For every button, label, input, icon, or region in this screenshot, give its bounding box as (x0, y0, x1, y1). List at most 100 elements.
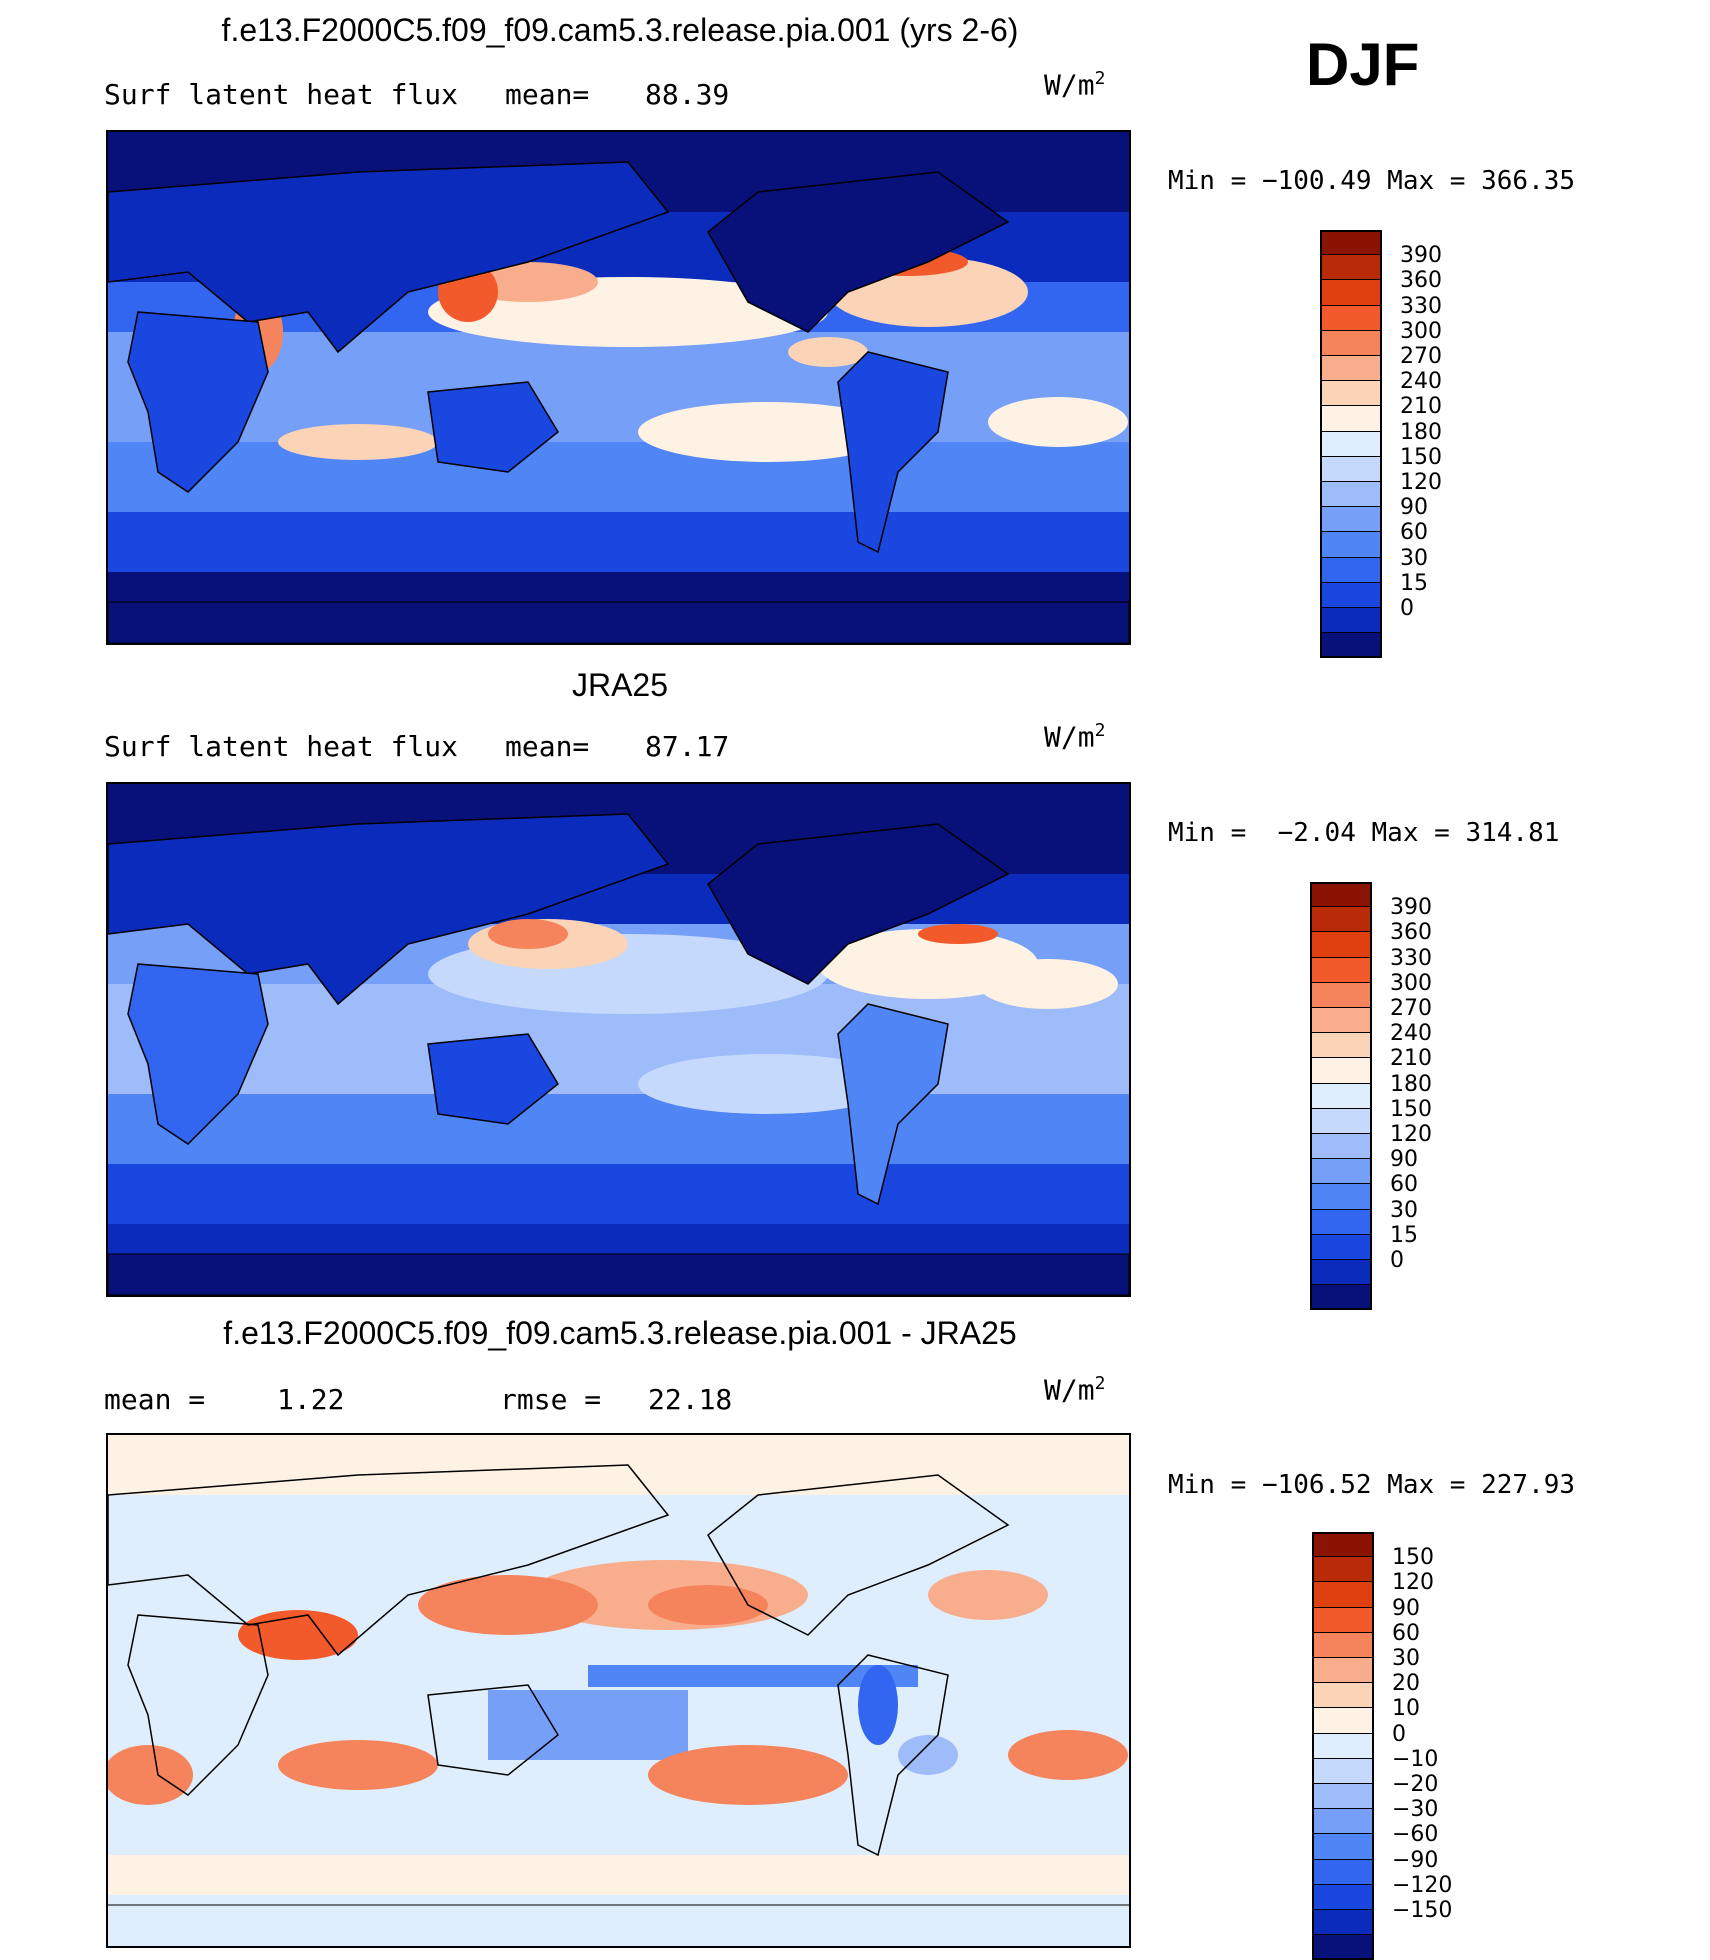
colorbar-1-tick-label: 390 (1390, 895, 1432, 921)
colorbar-2-swatch (1312, 1910, 1374, 1936)
colorbar-1-tick-label: 15 (1390, 1222, 1418, 1248)
panel-3-map-svg (108, 1435, 1129, 1946)
colorbar-1-swatch (1310, 1209, 1372, 1235)
colorbar-2-tick-label: 0 (1392, 1721, 1406, 1747)
colorbar-0-swatch (1320, 557, 1382, 583)
colorbar-0-swatch (1320, 305, 1382, 331)
colorbar-0-tick-label: 60 (1400, 520, 1428, 546)
colorbar-2-swatch (1312, 1733, 1374, 1759)
colorbar-0-tick-label: 270 (1400, 344, 1442, 369)
colorbar-2-swatch (1312, 1582, 1374, 1608)
colorbar-2-tick-label: −10 (1392, 1746, 1439, 1772)
panel-2-mean-label: mean= (505, 730, 590, 763)
colorbar-0-tick-label: 0 (1400, 596, 1414, 621)
colorbar-2-swatch (1312, 1658, 1374, 1684)
colorbar-1-swatch (1310, 1159, 1372, 1185)
colorbar-2-swatch (1312, 1809, 1374, 1835)
colorbar-2-tick-label: −120 (1392, 1872, 1453, 1898)
colorbar-2-swatch (1312, 1607, 1374, 1633)
colorbar-1-swatch (1310, 1033, 1372, 1059)
colorbar-1-swatch (1310, 1234, 1372, 1260)
colorbar-0-swatch (1320, 532, 1382, 558)
colorbar-1-tick-label: 180 (1390, 1071, 1432, 1097)
panel-2-mean-value: 87.17 (645, 730, 730, 763)
colorbar-2-tick-label: −20 (1392, 1772, 1439, 1797)
colorbar-2-tick-label: 20 (1392, 1671, 1420, 1697)
colorbar-2-tick-label: 150 (1392, 1545, 1434, 1571)
colorbar-0-tick-label: 150 (1400, 444, 1442, 470)
colorbar-0-swatch (1320, 582, 1382, 608)
colorbar-0-tick-label: 390 (1400, 243, 1442, 269)
colorbar-1-tick-label: 240 (1390, 1021, 1432, 1047)
panel-1-units: W/m2 (1044, 68, 1106, 102)
colorbar-1-swatch (1310, 1008, 1372, 1034)
colorbar-1-swatch (1310, 957, 1372, 983)
panel-2-minmax: Min = −2.04 Max = 314.81 (1168, 818, 1560, 848)
panel-1-map-svg (108, 132, 1129, 643)
colorbar-0-swatch (1320, 280, 1382, 306)
colorbar-0-swatch (1320, 507, 1382, 533)
colorbar-1-tick-label: 30 (1390, 1197, 1418, 1223)
colorbar-2-swatch (1312, 1859, 1374, 1885)
colorbar-1-swatch (1310, 1184, 1372, 1210)
colorbar-2-swatch (1312, 1884, 1374, 1910)
colorbar-0-tick-label: 180 (1400, 419, 1442, 445)
colorbar-0-swatch (1320, 230, 1382, 256)
colorbar-2-tick-label: −30 (1392, 1797, 1439, 1823)
colorbar-2-swatch (1312, 1834, 1374, 1860)
panel-1-mean-label: mean= (505, 78, 590, 111)
colorbar-1-tick-label: 210 (1390, 1046, 1432, 1072)
colorbar-1-swatch (1310, 882, 1372, 908)
colorbar-1-swatch (1310, 1083, 1372, 1109)
colorbar-0-swatch (1320, 482, 1382, 508)
colorbar-0-tick-label: 30 (1400, 545, 1428, 571)
panel-3-title: f.e13.F2000C5.f09_f09.cam5.3.release.pia… (223, 1315, 1017, 1351)
colorbar-1-swatch (1310, 932, 1372, 958)
colorbar-1-tick-label: 150 (1390, 1096, 1432, 1122)
colorbar-2-swatch (1312, 1532, 1374, 1558)
colorbar-0-tick-label: 330 (1400, 293, 1442, 319)
colorbar-0-swatch (1320, 608, 1382, 634)
colorbar-0-tick-label: 300 (1400, 318, 1442, 344)
colorbar-1-swatch (1310, 1260, 1372, 1286)
colorbar-0-swatch (1320, 406, 1382, 432)
colorbar-1-tick-label: 0 (1390, 1248, 1404, 1273)
panel-3-mean-value: 1.22 (277, 1383, 345, 1416)
panel-2-units: W/m2 (1044, 720, 1106, 754)
colorbar-1-swatch (1310, 907, 1372, 933)
colorbar-2-tick-label: 30 (1392, 1646, 1420, 1671)
colorbar-1-swatch (1310, 1058, 1372, 1084)
colorbar-1-tick-label: 120 (1390, 1122, 1432, 1147)
colorbar-2-tick-label: 90 (1392, 1595, 1420, 1621)
panel-3-minmax: Min = −106.52 Max = 227.93 (1168, 1470, 1576, 1500)
panel-1-map (106, 130, 1131, 645)
colorbar-2-swatch (1312, 1708, 1374, 1734)
colorbar-1-tick-label: 270 (1390, 996, 1432, 1021)
colorbar-0-swatch (1320, 381, 1382, 407)
colorbar-2-swatch (1312, 1784, 1374, 1810)
panel-1-title: f.e13.F2000C5.f09_f09.cam5.3.release.pia… (221, 12, 1019, 48)
colorbar-1-swatch (1310, 1134, 1372, 1160)
colorbar-0-tick-label: 120 (1400, 470, 1442, 495)
panel-2-title: JRA25 (571, 667, 669, 703)
colorbar-0-tick-label: 90 (1400, 495, 1428, 521)
colorbar-0-swatch (1320, 255, 1382, 281)
colorbar-2-swatch (1312, 1758, 1374, 1784)
panel-3-map (106, 1433, 1131, 1948)
colorbar-0-tick-label: 240 (1400, 369, 1442, 395)
colorbar-2-tick-label: 120 (1392, 1570, 1434, 1596)
colorbar-2-tick-label: −150 (1392, 1898, 1453, 1923)
colorbar-1-swatch (1310, 982, 1372, 1008)
colorbar-2-tick-label: −60 (1392, 1822, 1439, 1848)
panel-3-mean-label: mean = (104, 1383, 206, 1416)
colorbar-0-swatch (1320, 431, 1382, 457)
colorbar-0-tick-label: 15 (1400, 570, 1428, 596)
season-label: DJF (1306, 31, 1420, 98)
panel-2-map-svg (108, 784, 1129, 1295)
panel-3-rmse-label: rmse = (500, 1383, 602, 1416)
panel-1-colorbar: 390 360 330 300 270 240 210 180 150 120 90 60 30 15 0 (1320, 230, 1472, 659)
panel-1-variable-label: Surf latent heat flux (104, 78, 459, 111)
colorbar-1-tick-label: 90 (1390, 1147, 1418, 1173)
panel-1-minmax: Min = −100.49 Max = 366.35 (1168, 166, 1576, 196)
colorbar-2-swatch (1312, 1632, 1374, 1658)
